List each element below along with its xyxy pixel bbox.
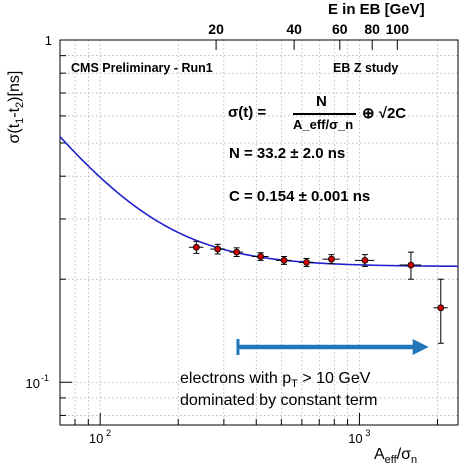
x-tick-label-exponent: 3 bbox=[365, 428, 370, 438]
c-value: C = 0.154 ± 0.001 ns bbox=[229, 188, 371, 205]
data-point bbox=[252, 252, 269, 261]
x-axis-title: Aeff/σn bbox=[374, 446, 418, 467]
data-point bbox=[299, 257, 314, 267]
data-marker bbox=[280, 256, 288, 264]
data-point bbox=[210, 243, 225, 255]
x-tick-label: 10 bbox=[348, 431, 362, 446]
data-marker bbox=[192, 243, 200, 251]
x-tick-label: 10 bbox=[89, 431, 103, 446]
data-point bbox=[433, 278, 448, 344]
data-point bbox=[276, 256, 292, 265]
formula-numerator: N bbox=[316, 93, 327, 110]
data-marker bbox=[214, 245, 222, 253]
data-marker bbox=[437, 304, 445, 312]
y-tick-label-exponent: -1 bbox=[41, 373, 49, 383]
data-marker bbox=[303, 258, 310, 266]
y-tick-label: 1 bbox=[45, 33, 52, 48]
data-marker bbox=[407, 261, 415, 269]
top-axis-label: E in EB [GeV] bbox=[328, 1, 425, 18]
arrow-head bbox=[412, 339, 429, 355]
x-tick-label-exponent: 2 bbox=[106, 428, 111, 438]
formula-denominator: A_eff/σ_n bbox=[293, 117, 354, 132]
y-axis-title: σ(t1-t2)[ns] bbox=[5, 70, 27, 144]
data-point bbox=[188, 240, 204, 254]
data-marker bbox=[328, 255, 335, 263]
plot-frame bbox=[59, 39, 459, 426]
header-left: CMS Preliminary - Run1 bbox=[71, 61, 213, 75]
data-point bbox=[399, 251, 422, 280]
data-point bbox=[229, 247, 244, 258]
data-marker bbox=[257, 253, 265, 260]
grid-lines bbox=[59, 39, 458, 425]
data-point bbox=[354, 254, 375, 267]
data-marker bbox=[361, 256, 369, 264]
top-axis-tick-label: 100 bbox=[386, 21, 410, 37]
formula-fraction-bar bbox=[293, 113, 356, 115]
data-point bbox=[322, 254, 340, 265]
note-line-2: dominated by constant term bbox=[180, 392, 378, 409]
note-line-1-subscript: T bbox=[291, 378, 298, 391]
formula-rhs: ⊕ √2C bbox=[362, 105, 407, 122]
formula-lhs: σ(t) = bbox=[228, 104, 267, 121]
top-axis-tick-label: 80 bbox=[364, 21, 380, 37]
note-line-1: electrons with pT > 10 GeV bbox=[180, 370, 371, 391]
axis-ticks bbox=[59, 39, 438, 425]
top-axis-tick-label: 60 bbox=[332, 21, 348, 37]
data-points bbox=[188, 240, 448, 344]
y-tick-label: 10 bbox=[26, 376, 40, 391]
data-marker bbox=[233, 248, 241, 256]
n-value: N = 33.2 ± 2.0 ns bbox=[229, 145, 346, 162]
top-axis-tick-label: 20 bbox=[208, 21, 224, 37]
energy-range-arrow bbox=[236, 339, 429, 355]
top-axis-tick-label: 40 bbox=[286, 21, 302, 37]
header-right: EB Z study bbox=[333, 61, 399, 75]
